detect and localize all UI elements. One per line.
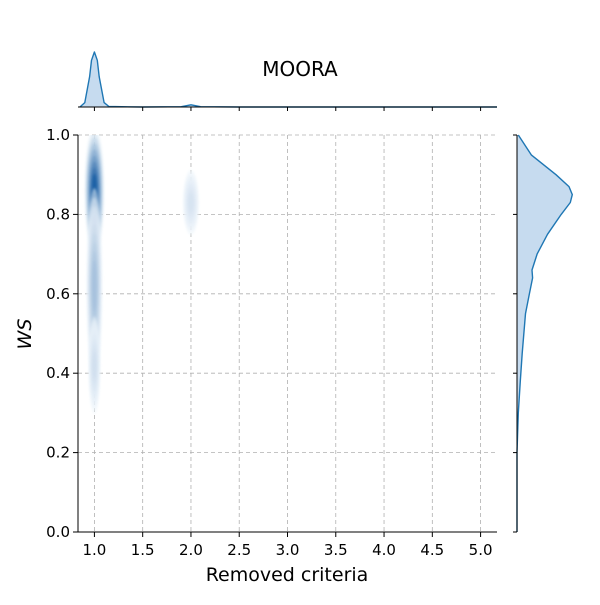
y-marginal-kde: [513, 134, 573, 533]
x-tick-label: 2.5: [227, 541, 251, 559]
y-marginal-curve: [516, 134, 573, 532]
x-tick-label: 3.0: [276, 541, 300, 559]
y-tick-label: 0.6: [46, 285, 70, 303]
x-marginal-kde: [78, 51, 498, 111]
x-tick-label: 3.5: [324, 541, 348, 559]
x-tick-label: 2.0: [179, 541, 203, 559]
x-tick-label: 5.0: [469, 541, 493, 559]
y-axis-ticks: 0.0 0.2 0.4 0.6 0.8 1.0: [46, 126, 78, 541]
x-tick-label: 1.0: [82, 541, 106, 559]
y-axis-label: WS: [14, 319, 36, 350]
chart-title: MOORA: [262, 57, 338, 81]
kde-density: [84, 135, 199, 415]
x-axis-label: Removed criteria: [206, 564, 369, 586]
x-tick-label: 4.5: [420, 541, 444, 559]
y-tick-label: 0.4: [46, 364, 70, 382]
y-tick-label: 1.0: [46, 126, 70, 144]
y-tick-label: 0.0: [46, 523, 70, 541]
y-tick-label: 0.2: [46, 444, 70, 462]
density-level: [92, 352, 96, 379]
density-level: [92, 260, 97, 312]
y-marginal-fill: [517, 135, 573, 532]
x-axis-ticks: 1.0 1.5 2.0 2.5 3.0 3.5 4.0 4.5 5.0: [82, 532, 493, 559]
x-tick-label: 4.0: [372, 541, 396, 559]
y-tick-label: 0.8: [46, 205, 70, 223]
density-level: [188, 193, 194, 212]
x-tick-label: 1.5: [131, 541, 155, 559]
grid: [78, 134, 497, 533]
